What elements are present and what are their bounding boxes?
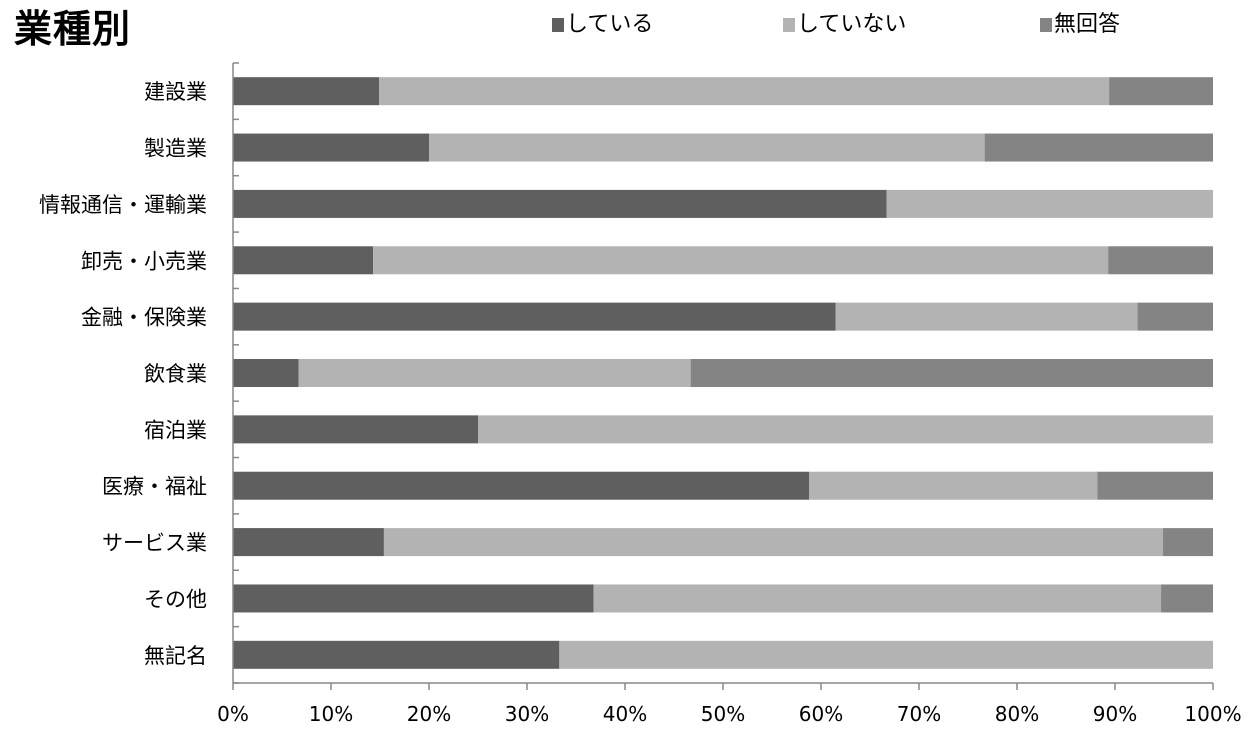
category-label: 製造業 <box>144 137 207 161</box>
x-tick-label: 40% <box>603 702 647 726</box>
legend-label-shiteiru: している <box>566 12 654 37</box>
legend-item-mukaitou: 無回答 <box>1040 10 1120 40</box>
bar-segment <box>233 471 810 500</box>
legend-item-shiteinai: していない <box>783 10 906 40</box>
x-tick-label: 0% <box>217 702 249 726</box>
x-tick-label: 50% <box>701 702 745 726</box>
bar-segment <box>1097 471 1213 500</box>
bar-segment <box>233 640 560 669</box>
category-label: 飲食業 <box>144 362 207 386</box>
bar-segment <box>233 528 384 557</box>
category-label: その他 <box>144 587 207 611</box>
legend-swatch-mukaitou <box>1040 18 1052 32</box>
bar-segment <box>809 471 1098 500</box>
bar-segment <box>298 359 691 387</box>
legend-label-shiteinai: していない <box>797 12 907 37</box>
x-tick-label: 90% <box>1093 702 1137 726</box>
bar-segment <box>383 528 1164 557</box>
bar-segment <box>559 640 1213 669</box>
category-label: 医療・福祉 <box>102 475 207 499</box>
legend-swatch-shiteinai <box>783 18 795 32</box>
x-tick-label: 30% <box>505 702 549 726</box>
bar-segment <box>373 246 1109 275</box>
chart-title: 業種別 <box>14 7 132 51</box>
bar-segment <box>233 359 299 387</box>
category-label: 卸売・小売業 <box>81 249 207 273</box>
bar-segment <box>233 246 374 275</box>
bar-segment <box>478 415 1213 444</box>
bar-segment <box>1163 528 1213 557</box>
x-tick-label: 60% <box>799 702 843 726</box>
bar-segment <box>835 302 1138 331</box>
legend-label-mukaitou: 無回答 <box>1054 12 1121 37</box>
bar-segment <box>233 189 887 218</box>
bar-segment <box>233 77 380 106</box>
legend-item-shiteiru: している <box>552 10 653 40</box>
bar-segment <box>233 415 478 444</box>
bar-segment <box>690 359 1213 387</box>
bar-segment <box>1161 584 1213 613</box>
category-label: 無記名 <box>144 644 207 668</box>
x-tick-label: 100% <box>1184 702 1241 726</box>
bar-segment <box>1108 246 1213 275</box>
category-label: 金融・保険業 <box>81 306 207 330</box>
x-tick-label: 20% <box>407 702 451 726</box>
bar-segment <box>1109 77 1213 106</box>
legend-swatch-shiteiru <box>552 18 564 32</box>
bar-segment <box>429 133 985 162</box>
bar-segment <box>984 133 1213 162</box>
category-label: 情報通信・運輸業 <box>39 193 207 217</box>
x-tick-label: 80% <box>995 702 1039 726</box>
bar-segment <box>379 77 1110 106</box>
bar-segment <box>593 584 1162 613</box>
bar-segment <box>886 189 1213 218</box>
bar-segment <box>233 133 429 162</box>
category-label: 建設業 <box>144 80 207 104</box>
category-label: サービス業 <box>102 531 207 555</box>
bar-segment <box>1137 302 1213 331</box>
category-label: 宿泊業 <box>144 418 207 442</box>
bar-segment <box>233 584 594 613</box>
x-tick-label: 70% <box>897 702 941 726</box>
bar-segment <box>233 302 836 331</box>
x-tick-label: 10% <box>309 702 353 726</box>
